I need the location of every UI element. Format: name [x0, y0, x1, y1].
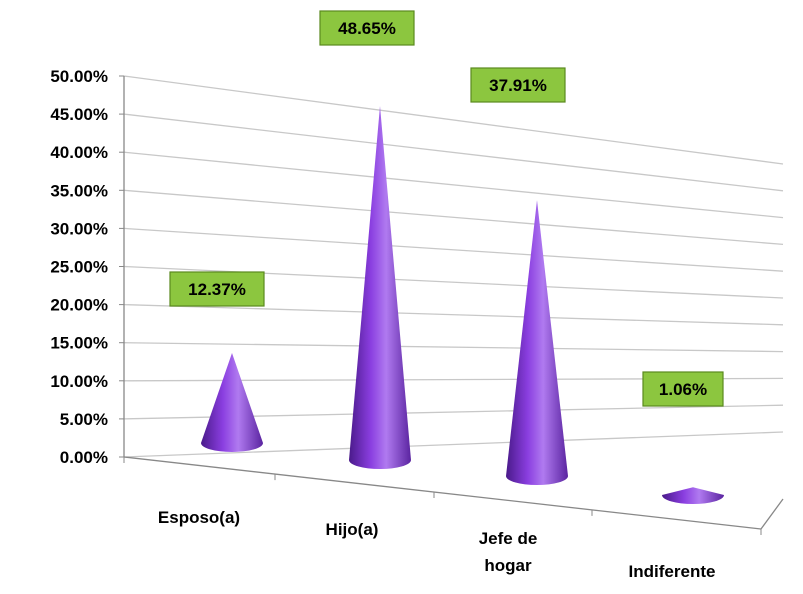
category-label: Hijo(a): [326, 520, 379, 539]
y-tick-label: 35.00%: [50, 181, 108, 200]
gridline: [123, 189, 784, 246]
category-label: Esposo(a): [158, 508, 240, 527]
cone-bar: [201, 352, 263, 452]
cones: [201, 105, 724, 504]
axes: [119, 75, 784, 535]
y-tick-label: 45.00%: [50, 105, 108, 124]
y-tick-label: 50.00%: [50, 67, 108, 86]
y-tick-label: 10.00%: [50, 372, 108, 391]
data-label: 37.91%: [489, 76, 547, 95]
data-label: 12.37%: [188, 280, 246, 299]
x-axis-line: [123, 456, 762, 530]
y-tick-label: 15.00%: [50, 334, 108, 353]
data-label-box: [642, 371, 724, 407]
data-labels: 12.37% 48.65% 37.91% 1.06%: [169, 10, 724, 407]
y-tick-label: 20.00%: [50, 296, 108, 315]
gridline: [123, 151, 784, 219]
cone-bar: [349, 105, 411, 469]
gridline: [123, 303, 784, 326]
floor-right-edge: [760, 498, 784, 530]
gridline: [123, 113, 784, 192]
y-tick-label: 25.00%: [50, 258, 108, 277]
gridline: [123, 342, 784, 353]
y-tick-label: 5.00%: [60, 410, 108, 429]
category-label: Indiferente: [629, 562, 716, 581]
cone-bar: [506, 200, 568, 486]
data-label: 48.65%: [338, 19, 396, 38]
y-tick-labels: 0.00% 5.00% 10.00% 15.00% 20.00% 25.00% 30.00%…: [50, 67, 108, 467]
gridline: [123, 431, 784, 458]
data-label: 1.06%: [659, 380, 707, 399]
gridline: [123, 75, 784, 165]
gridline: [123, 227, 784, 272]
data-label-box: [169, 271, 265, 307]
category-labels: Esposo(a) Hijo(a) Jefe de hogar Indiferente: [158, 508, 716, 581]
y-tick-label: 30.00%: [50, 219, 108, 238]
y-tick-label: 0.00%: [60, 448, 108, 467]
y-tick-label: 40.00%: [50, 143, 108, 162]
category-label: Jefe de hogar: [479, 529, 538, 575]
data-label-box: [319, 10, 415, 46]
cone-bar: [662, 487, 724, 504]
data-label-box: [470, 67, 566, 103]
